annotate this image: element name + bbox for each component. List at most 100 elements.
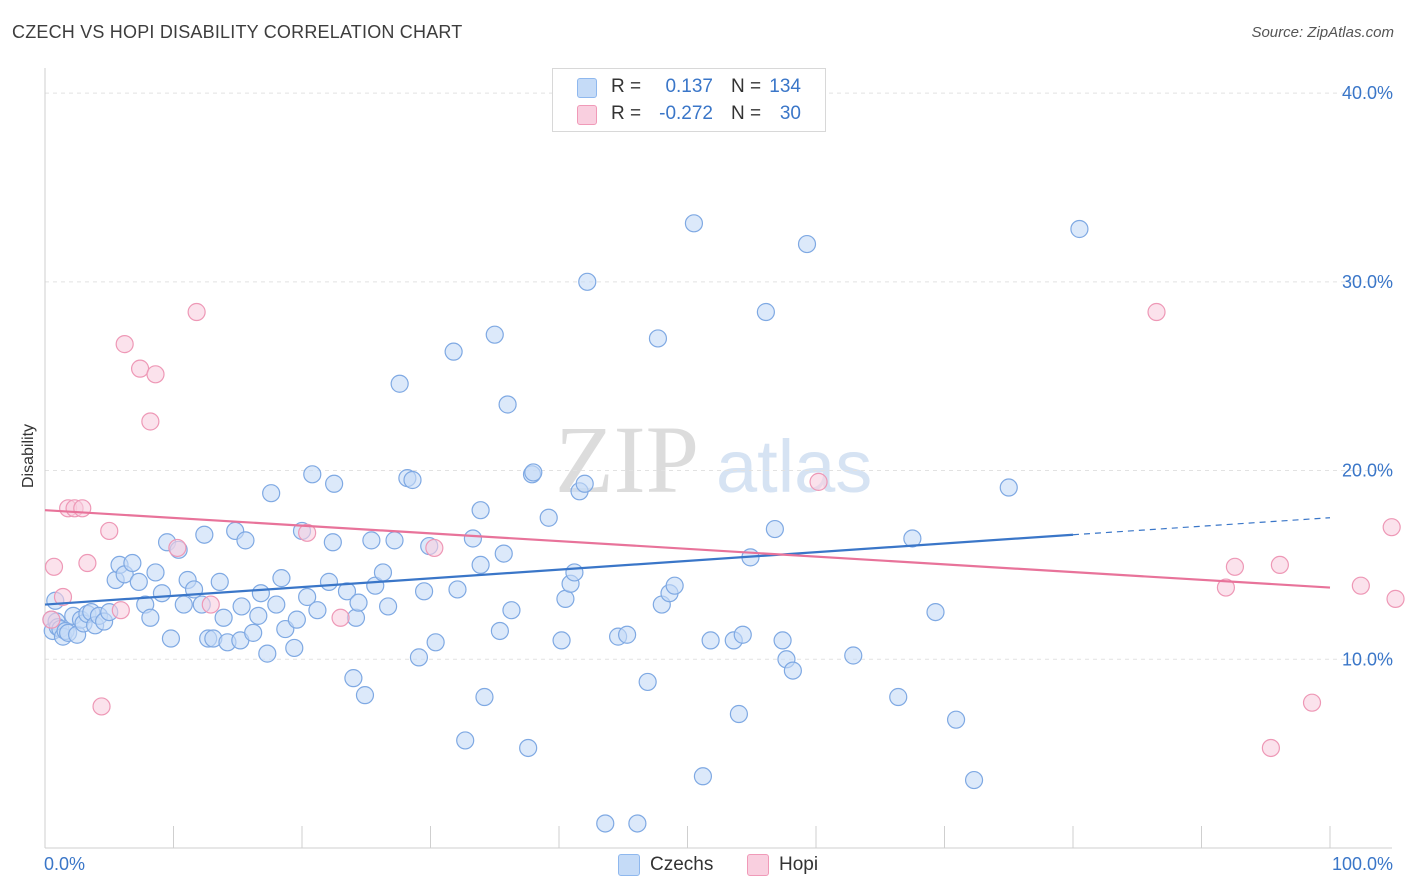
x-tick-label: 0.0% <box>44 854 85 874</box>
czechs-point <box>344 669 363 688</box>
stats-row-hopi: R = -0.272 N = 30 <box>553 101 825 127</box>
czechs-point <box>539 508 558 527</box>
czechs-point <box>628 814 647 833</box>
y-tick-label: 10.0% <box>1342 649 1393 669</box>
czechs-point <box>346 608 366 627</box>
czechs-point <box>448 580 467 599</box>
czechs-point <box>214 608 233 627</box>
czechs-point <box>565 563 584 582</box>
czechs-point <box>552 631 571 650</box>
czechs-point <box>308 601 327 620</box>
czechs-point <box>733 625 752 644</box>
czechs-point <box>244 623 263 642</box>
czechs-trend-line <box>44 533 1074 606</box>
czechs-point <box>362 531 381 550</box>
stats-row-czechs: R = 0.137 N = 134 <box>553 74 825 100</box>
czechs-point <box>903 529 922 548</box>
hopi-trend-line <box>44 509 1331 589</box>
hopi-points <box>42 302 1405 758</box>
czechs-point <box>210 572 229 591</box>
czechs-point <box>485 325 504 344</box>
legend: Czechs Hopi <box>0 850 1406 880</box>
czechs-point <box>773 631 792 650</box>
hopi-point <box>146 365 165 384</box>
czechs-point <box>414 582 434 601</box>
czechs-point <box>323 533 342 552</box>
hopi-point <box>1386 589 1405 608</box>
czechs-point <box>409 648 429 667</box>
y-tick-label: 30.0% <box>1342 272 1393 292</box>
hopi-point <box>187 302 206 322</box>
czechs-point <box>946 710 966 729</box>
hopi-point <box>168 538 187 558</box>
czechs-point <box>123 553 142 573</box>
r-value: 0.137 <box>665 76 713 97</box>
czechs-point <box>129 572 148 591</box>
czechs-point <box>174 595 193 614</box>
czechs-point <box>498 395 517 414</box>
czechs-point <box>844 646 863 665</box>
n-label: N = <box>731 103 762 124</box>
hopi-point <box>100 521 119 541</box>
czechs-point <box>494 544 513 563</box>
czechs-point <box>385 531 404 550</box>
czechs-point <box>519 738 538 758</box>
czechs-point <box>578 272 597 291</box>
czechs-point <box>665 576 684 595</box>
n-label: N = <box>731 76 762 97</box>
czechs-point <box>618 625 637 644</box>
czechs-point <box>729 704 749 724</box>
czechs-swatch <box>618 854 640 876</box>
czechs-point <box>141 608 160 627</box>
czechs-point <box>889 687 908 707</box>
hopi-point <box>331 608 350 627</box>
hopi-point <box>111 601 130 620</box>
czechs-point <box>456 731 475 750</box>
czechs-point <box>471 555 490 575</box>
czechs-point <box>251 584 270 603</box>
czechs-swatch <box>577 78 597 98</box>
watermark-atlas: atlas <box>716 425 872 508</box>
czechs-point <box>426 633 445 652</box>
czechs-point <box>390 374 409 393</box>
hopi-point <box>1351 576 1370 595</box>
czechs-point <box>161 629 181 648</box>
czechs-point <box>195 525 214 544</box>
czechs-point <box>319 572 339 591</box>
czechs-point <box>285 638 304 658</box>
czechs-point <box>403 470 422 490</box>
hopi-point <box>1302 693 1322 712</box>
czechs-point <box>756 302 775 322</box>
czechs-point <box>693 767 713 786</box>
czechs-point <box>638 672 657 692</box>
legend-label: Czechs <box>650 854 714 875</box>
czechs-point <box>596 814 615 833</box>
grid-lines <box>45 92 1392 660</box>
hopi-swatch <box>747 854 769 876</box>
czechs-point <box>765 519 784 539</box>
czechs-point <box>298 587 317 607</box>
r-label: R = <box>611 103 642 124</box>
hopi-point <box>1225 557 1245 576</box>
czechs-point <box>1070 219 1089 239</box>
czechs-point <box>232 597 251 616</box>
hopi-point <box>78 553 97 573</box>
chart-title: CZECH VS HOPI DISABILITY CORRELATION CHA… <box>12 22 463 42</box>
r-value: -0.272 <box>659 103 713 124</box>
czechs-point <box>249 606 268 625</box>
czechs-point <box>471 501 490 520</box>
czechs-point <box>272 569 291 588</box>
czechs-point <box>490 621 509 641</box>
hopi-point <box>1261 738 1280 758</box>
stats-box: R = 0.137 N = 134 R = -0.272 N = 30 <box>552 68 826 132</box>
hopi-point <box>92 697 111 716</box>
hopi-point <box>298 523 317 542</box>
czechs-point <box>337 582 357 601</box>
czechs-point <box>556 589 575 608</box>
hopi-point <box>809 472 828 491</box>
czechs-point <box>926 602 945 622</box>
czechs-point <box>444 342 463 361</box>
czechs-point <box>146 563 165 582</box>
y-tick-label: 40.0% <box>1342 83 1393 103</box>
hopi-point <box>1147 302 1166 322</box>
